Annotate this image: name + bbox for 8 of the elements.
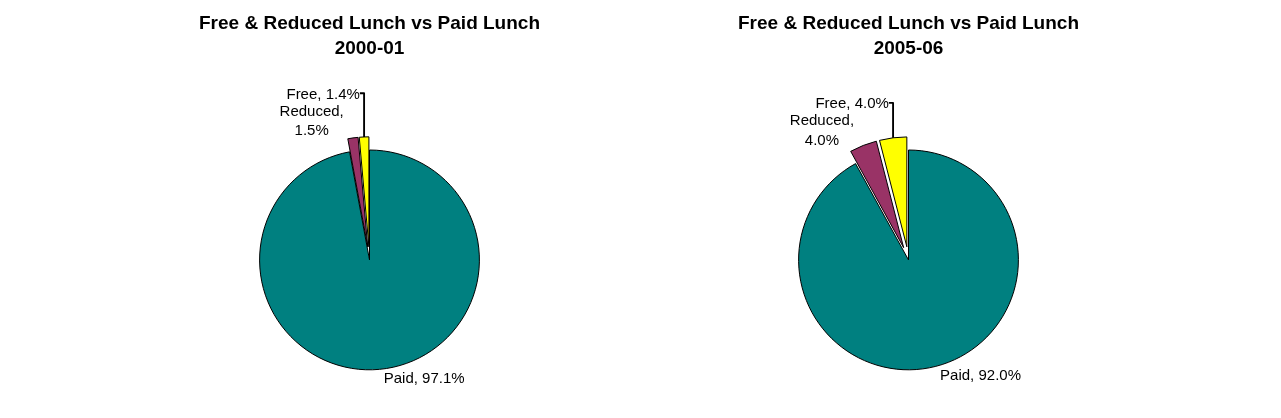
slice-label: Paid, 92.0% [940, 365, 1021, 383]
chart-title: Free & Reduced Lunch vs Paid Lunch 2005-06 [738, 12, 1080, 58]
slice-label: Free, 4.0% [815, 94, 889, 112]
slice-label: Free, 1.4% [286, 84, 360, 102]
slice-label: Paid, 97.1% [383, 369, 465, 387]
slice-label: Reduced, 1.5% [279, 101, 344, 139]
slice-label: Reduced, 4.0% [789, 111, 855, 148]
chart-title: Free & Reduced Lunch vs Paid Lunch 2000-01 [199, 12, 541, 58]
